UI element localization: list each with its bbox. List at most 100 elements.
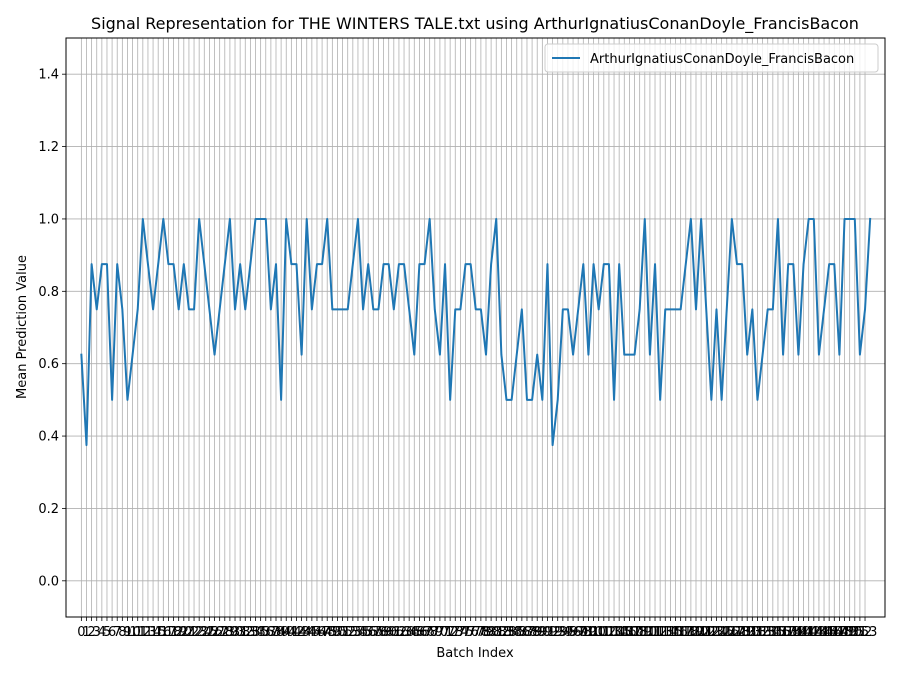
- x-tick-label: 117: [668, 625, 693, 640]
- chart-title: Signal Representation for THE WINTERS TA…: [91, 14, 859, 34]
- x-tick-label: 130: [735, 625, 760, 640]
- x-tick-label: 85: [508, 625, 525, 640]
- x-tick-label: 17: [160, 625, 177, 640]
- x-tick-label: 33: [242, 625, 259, 640]
- x-tick-label: 6: [108, 625, 116, 640]
- x-tick-label: 70: [432, 625, 449, 640]
- x-tick-label: 126: [714, 625, 739, 640]
- x-tick-label: 10: [124, 625, 141, 640]
- y-tick-label: 1.4: [38, 68, 59, 83]
- x-tick-label: 147: [822, 625, 847, 640]
- y-tick-label: 0.2: [38, 502, 59, 517]
- x-tick-label: 34: [247, 625, 264, 640]
- x-tick-label: 20: [176, 625, 193, 640]
- x-tick-label: 61: [386, 625, 403, 640]
- x-tick-label: 116: [663, 625, 688, 640]
- x-tick-label: 57: [365, 625, 382, 640]
- x-tick-label: 25: [201, 625, 218, 640]
- x-tick-label: 1: [82, 625, 90, 640]
- x-tick-label: 72: [442, 625, 459, 640]
- x-tick-label: 82: [493, 625, 510, 640]
- x-tick-label: 68: [421, 625, 438, 640]
- x-tick-label: 153: [853, 625, 878, 640]
- x-tick-label: 43: [293, 625, 310, 640]
- x-tick-label: 103: [597, 625, 622, 640]
- x-tick-label: 75: [457, 625, 474, 640]
- legend: ArthurIgnatiusConanDoyle_FrancisBacon: [544, 43, 879, 73]
- x-tick-label: 101: [586, 625, 611, 640]
- x-tick-label: 81: [488, 625, 505, 640]
- x-tick-label: 97: [570, 625, 587, 640]
- x-tick-label: 143: [801, 625, 826, 640]
- x-tick-label: 87: [519, 625, 536, 640]
- y-tick-label: 0.6: [38, 357, 59, 372]
- x-tick-label: 8: [118, 625, 126, 640]
- x-axis-label: Batch Index: [436, 646, 514, 661]
- x-tick-label: 127: [719, 625, 744, 640]
- x-tick-label: 95: [560, 625, 577, 640]
- legend-label: ArthurIgnatiusConanDoyle_FrancisBacon: [590, 52, 854, 67]
- legend-box: [544, 43, 879, 73]
- x-tick-label: 96: [565, 625, 582, 640]
- x-tick-label: 141: [791, 625, 816, 640]
- x-tick-label: 150: [837, 625, 862, 640]
- x-tick-label: 29: [222, 625, 239, 640]
- x-ticks: 0123456789101112131415161718192021222324…: [77, 617, 877, 640]
- x-tick-label: 91: [539, 625, 556, 640]
- x-tick-label: 119: [678, 625, 703, 640]
- x-tick-label: 14: [145, 625, 162, 640]
- x-tick-label: 88: [524, 625, 541, 640]
- x-tick-label: 135: [760, 625, 785, 640]
- x-tick-label: 28: [217, 625, 234, 640]
- x-tick-label: 152: [847, 625, 872, 640]
- x-tick-label: 140: [786, 625, 811, 640]
- x-tick-label: 19: [170, 625, 187, 640]
- x-tick-label: 107: [617, 625, 642, 640]
- x-tick-label: 50: [329, 625, 346, 640]
- x-tick-label: 89: [529, 625, 546, 640]
- x-tick-label: 106: [612, 625, 637, 640]
- x-tick-label: 110: [632, 625, 657, 640]
- x-tick-label: 13: [140, 625, 157, 640]
- x-tick-label: 66: [411, 625, 428, 640]
- x-tick-label: 41: [283, 625, 300, 640]
- x-tick-label: 49: [324, 625, 341, 640]
- x-tick-label: 15: [150, 625, 167, 640]
- x-tick-label: 125: [709, 625, 734, 640]
- x-tick-label: 58: [370, 625, 387, 640]
- x-tick-label: 111: [637, 625, 662, 640]
- x-tick-label: 3: [93, 625, 101, 640]
- x-tick-label: 105: [607, 625, 632, 640]
- x-tick-label: 77: [467, 625, 484, 640]
- y-tick-label: 0.4: [38, 430, 59, 445]
- x-tick-label: 136: [766, 625, 791, 640]
- x-tick-label: 78: [473, 625, 490, 640]
- x-tick-label: 108: [622, 625, 647, 640]
- x-tick-label: 102: [591, 625, 616, 640]
- x-tick-label: 121: [689, 625, 714, 640]
- x-tick-label: 55: [355, 625, 372, 640]
- x-tick-label: 30: [227, 625, 244, 640]
- x-tick-label: 9: [123, 625, 131, 640]
- x-tick-label: 53: [345, 625, 362, 640]
- x-tick-label: 94: [555, 625, 572, 640]
- x-tick-label: 114: [653, 625, 678, 640]
- x-tick-label: 64: [401, 625, 418, 640]
- x-tick-label: 2: [87, 625, 95, 640]
- x-tick-label: 12: [135, 625, 152, 640]
- x-tick-label: 23: [191, 625, 208, 640]
- x-gridlines: [80, 38, 866, 617]
- x-tick-label: 93: [549, 625, 566, 640]
- x-tick-label: 132: [745, 625, 770, 640]
- x-tick-label: 151: [842, 625, 867, 640]
- x-tick-label: 7: [113, 625, 121, 640]
- x-tick-label: 104: [602, 625, 627, 640]
- x-tick-label: 27: [211, 625, 228, 640]
- x-tick-label: 0: [77, 625, 85, 640]
- x-tick-label: 42: [288, 625, 305, 640]
- x-tick-label: 63: [396, 625, 413, 640]
- x-tick-label: 4: [98, 625, 106, 640]
- x-tick-label: 16: [155, 625, 172, 640]
- x-tick-label: 67: [416, 625, 433, 640]
- y-tick-label: 0.8: [38, 285, 59, 300]
